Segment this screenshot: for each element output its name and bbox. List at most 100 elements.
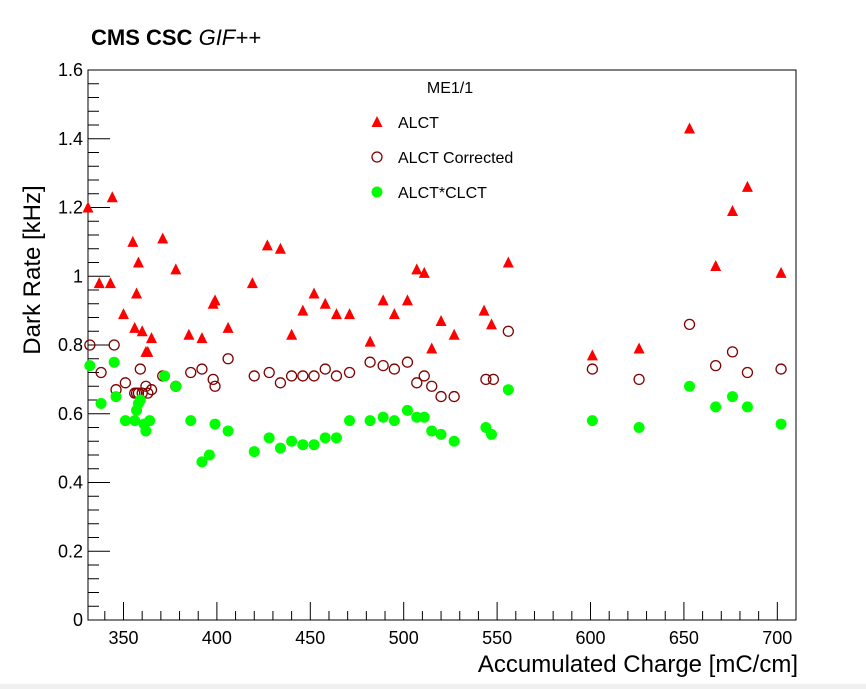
x-tick-label: 700 bbox=[762, 628, 792, 648]
alct-clct-point bbox=[684, 380, 696, 392]
alct-clct-point bbox=[388, 415, 400, 427]
alct-clct-point bbox=[486, 428, 498, 440]
alct-point bbox=[586, 349, 598, 361]
alct-point bbox=[633, 342, 645, 354]
alct-corrected-point bbox=[364, 356, 376, 368]
alct-clct-point bbox=[286, 435, 298, 447]
alct-clct-point bbox=[726, 391, 738, 403]
alct-clct-point bbox=[344, 415, 356, 427]
x-tick-label: 650 bbox=[669, 628, 699, 648]
alct-clct-point bbox=[502, 384, 514, 396]
alct-corrected-point bbox=[683, 318, 696, 331]
axis-ticks bbox=[88, 69, 797, 621]
alct-corrected-point bbox=[411, 377, 423, 389]
x-tick-label: 550 bbox=[482, 628, 512, 648]
alct-corrected-point bbox=[426, 380, 438, 392]
alct-point bbox=[418, 266, 430, 278]
y-tick-label: 0.4 bbox=[58, 473, 83, 493]
alct-point bbox=[364, 335, 376, 347]
alct-corrected-point bbox=[185, 366, 197, 379]
legend-marker-alct-corrected bbox=[371, 151, 383, 163]
alct-corrected-point bbox=[377, 359, 389, 372]
alct-clct-point bbox=[209, 418, 221, 430]
alct-corrected-point bbox=[448, 390, 460, 403]
alct-point bbox=[146, 332, 158, 344]
axis-tick-labels: 350 400 450 500 550 600 650 700 0 0.2 0.4 0.6 0.8 1 1.… bbox=[58, 60, 792, 648]
alct-corrected-point bbox=[435, 390, 447, 403]
alct-corrected-point bbox=[140, 380, 152, 392]
alct-clct-point bbox=[426, 425, 438, 437]
legend: ALCT ALCT Corrected ALCT*CLCT bbox=[371, 115, 513, 202]
alct-point bbox=[741, 180, 753, 192]
alct-corrected-point bbox=[343, 366, 356, 379]
alct-corrected-point bbox=[401, 356, 414, 368]
alct-corrected-point bbox=[297, 370, 309, 382]
alct-clct-point bbox=[144, 415, 156, 427]
alct-point bbox=[132, 256, 144, 268]
y-tick-label: 0.8 bbox=[58, 335, 83, 355]
x-axis-label: Accumulated Charge [mC/cm] bbox=[478, 651, 798, 678]
y-tick-label: 1.6 bbox=[58, 60, 83, 80]
alct-corrected-point bbox=[209, 380, 221, 392]
alct-clct-point bbox=[119, 415, 131, 427]
y-tick-label: 1.2 bbox=[58, 198, 83, 218]
y-tick-label: 0.6 bbox=[58, 404, 83, 424]
x-tick-label: 450 bbox=[295, 628, 325, 648]
alct-point bbox=[435, 314, 447, 326]
y-tick-label: 1 bbox=[73, 266, 83, 286]
alct-clct-point bbox=[203, 449, 215, 461]
alct-point bbox=[486, 318, 498, 330]
legend-marker-alct-clct bbox=[371, 186, 383, 198]
alct-point bbox=[344, 308, 356, 320]
alct-point bbox=[377, 294, 389, 306]
alct-clct-point bbox=[297, 439, 309, 451]
alct-corrected-point bbox=[726, 346, 739, 358]
legend-label-alct-corrected: ALCT Corrected bbox=[398, 150, 513, 167]
alct-point bbox=[726, 204, 738, 216]
alct-point bbox=[426, 342, 438, 354]
alct-corrected-point bbox=[108, 339, 120, 351]
alct-point bbox=[129, 321, 141, 333]
bottom-strip bbox=[0, 684, 866, 689]
alct-corrected-point bbox=[222, 353, 234, 365]
alct-point bbox=[308, 287, 320, 299]
legend-marker-alct bbox=[371, 116, 383, 127]
alct-clct-point bbox=[775, 418, 787, 430]
alct-point bbox=[170, 263, 182, 275]
x-tick-label: 600 bbox=[575, 628, 605, 648]
alct-corrected-point bbox=[710, 359, 722, 372]
alct-point bbox=[93, 277, 105, 289]
alct-point bbox=[196, 332, 208, 344]
alct-clct-point bbox=[196, 456, 208, 468]
alct-point bbox=[222, 321, 234, 333]
legend-label-alct: ALCT bbox=[398, 115, 439, 132]
alct-corrected-point bbox=[145, 384, 158, 396]
alct-corrected-point bbox=[487, 373, 500, 386]
alct-corrected-point bbox=[319, 363, 331, 375]
alct-point bbox=[142, 345, 154, 357]
alct-clct-point bbox=[710, 401, 722, 413]
alct-clct-point bbox=[170, 380, 182, 392]
alct-clct-point bbox=[263, 432, 275, 444]
alct-point bbox=[117, 308, 129, 320]
alct-clct-point bbox=[134, 394, 146, 406]
alct-point bbox=[157, 232, 169, 244]
alct-point bbox=[82, 201, 94, 213]
x-tick-label: 500 bbox=[389, 628, 419, 648]
alct-clct-point bbox=[185, 415, 197, 427]
alct-corrected-point bbox=[196, 363, 208, 375]
alct-clct-point bbox=[319, 432, 331, 444]
alct-corrected-point bbox=[775, 363, 787, 375]
y-tick-label: 0.2 bbox=[58, 541, 83, 561]
alct-corrected-point bbox=[418, 370, 430, 382]
alct-corrected-point bbox=[248, 370, 260, 382]
alct-clct-point bbox=[140, 425, 152, 437]
alct-point bbox=[261, 239, 273, 251]
alct-corrected-point bbox=[134, 363, 146, 375]
alct-corrected-point bbox=[741, 366, 754, 379]
y-axis-label: Dark Rate [kHz] bbox=[19, 185, 46, 354]
alct-clct-point bbox=[330, 432, 342, 444]
alct-corrected-point bbox=[586, 363, 599, 375]
alct-point bbox=[209, 294, 221, 306]
alct-corrected-point bbox=[263, 366, 275, 379]
